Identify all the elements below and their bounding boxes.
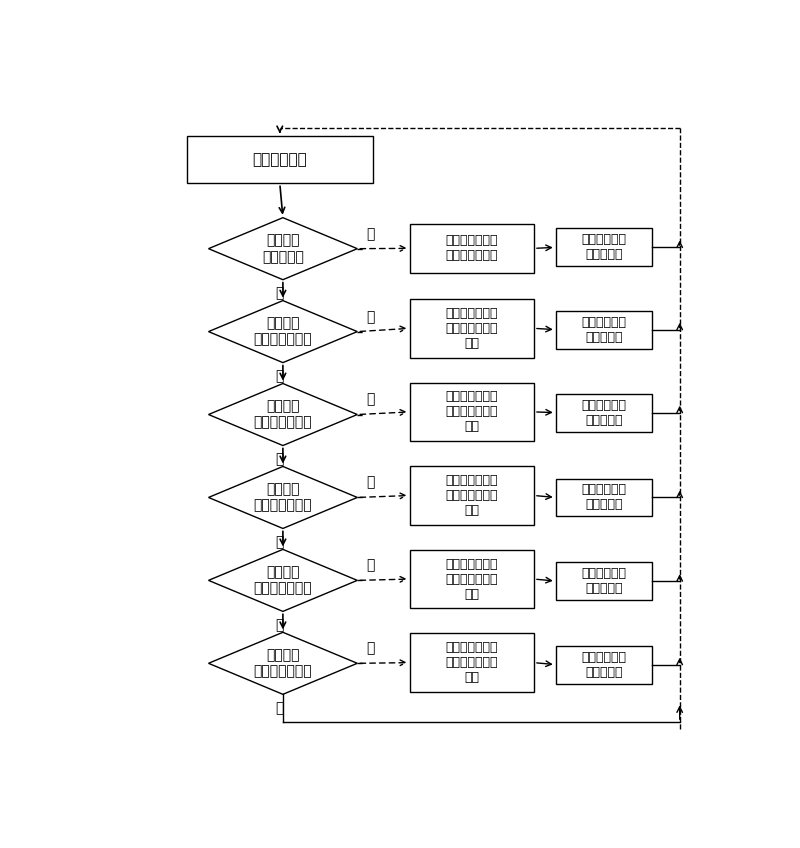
Text: 送控制值至风
量控制单元: 送控制值至风 量控制单元 — [582, 567, 626, 595]
Text: 否: 否 — [276, 535, 284, 549]
Bar — [410, 382, 534, 441]
Polygon shape — [209, 466, 358, 528]
Text: 送控制值至风
量控制单元: 送控制值至风 量控制单元 — [582, 650, 626, 678]
Text: 是: 是 — [366, 641, 375, 656]
Polygon shape — [209, 218, 358, 280]
Bar — [556, 478, 652, 516]
Text: 送控制值至风
量控制单元: 送控制值至风 量控制单元 — [582, 315, 626, 343]
Bar — [410, 224, 534, 273]
Text: 是: 是 — [366, 393, 375, 407]
Polygon shape — [209, 383, 358, 445]
Bar — [556, 310, 652, 349]
Text: 否: 否 — [276, 618, 284, 632]
Bar — [556, 393, 652, 432]
Text: 自存储单元提取
术前准备工况控
制值: 自存储单元提取 术前准备工况控 制值 — [446, 307, 498, 350]
Polygon shape — [209, 550, 358, 611]
Text: 比较键值
是术后收尾工况: 比较键值 是术后收尾工况 — [254, 566, 312, 595]
Bar — [556, 562, 652, 600]
Text: 自存储单元提取
大型手术工况控
制值: 自存储单元提取 大型手术工况控 制值 — [446, 474, 498, 517]
Text: 送控制值至风
量控制单元: 送控制值至风 量控制单元 — [582, 233, 626, 261]
Text: 比较键值
是术前准备工况: 比较键值 是术前准备工况 — [254, 316, 312, 347]
Text: 是: 是 — [366, 559, 375, 572]
Text: 比较键值
是大型手术工况: 比较键值 是大型手术工况 — [254, 483, 312, 512]
Bar — [410, 633, 534, 692]
Text: 比较键值
是中型手术工况: 比较键值 是中型手术工况 — [254, 399, 312, 430]
Text: 否: 否 — [276, 287, 284, 300]
Text: 送控制值至风
量控制单元: 送控制值至风 量控制单元 — [582, 399, 626, 427]
Text: 是: 是 — [366, 476, 375, 489]
Bar — [556, 228, 652, 266]
Text: 键盘单元输入: 键盘单元输入 — [253, 153, 307, 167]
Text: 自存储单元提取
值班工况控制值: 自存储单元提取 值班工况控制值 — [446, 234, 498, 262]
Polygon shape — [209, 633, 358, 695]
Bar — [410, 299, 534, 358]
Bar — [187, 137, 373, 183]
Text: 自存储单元提取
中型手术工况控
制值: 自存储单元提取 中型手术工况控 制值 — [446, 390, 498, 433]
Text: 否: 否 — [276, 452, 284, 466]
Text: 自存储单元提取
中型手术工况控
制值: 自存储单元提取 中型手术工况控 制值 — [446, 641, 498, 684]
Text: 否: 否 — [276, 700, 284, 715]
Bar — [410, 550, 534, 609]
Text: 否: 否 — [276, 369, 284, 383]
Text: 自存储单元提取
术后收尾工况控
制值: 自存储单元提取 术后收尾工况控 制值 — [446, 558, 498, 600]
Text: 是: 是 — [366, 227, 375, 241]
Polygon shape — [209, 300, 358, 363]
Bar — [410, 466, 534, 525]
Text: 送控制值至风
量控制单元: 送控制值至风 量控制单元 — [582, 483, 626, 511]
Text: 比较键值
是值班工况: 比较键值 是值班工况 — [262, 233, 304, 264]
Bar — [556, 645, 652, 683]
Text: 是: 是 — [366, 310, 375, 324]
Text: 比较键值
是清扫整理工况: 比较键值 是清扫整理工况 — [254, 648, 312, 678]
